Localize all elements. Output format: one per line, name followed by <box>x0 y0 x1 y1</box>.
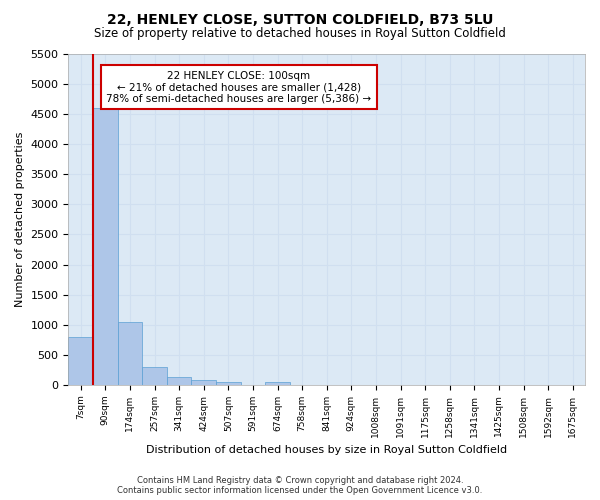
Text: 22 HENLEY CLOSE: 100sqm
← 21% of detached houses are smaller (1,428)
78% of semi: 22 HENLEY CLOSE: 100sqm ← 21% of detache… <box>106 70 371 104</box>
Text: Size of property relative to detached houses in Royal Sutton Coldfield: Size of property relative to detached ho… <box>94 28 506 40</box>
Text: Contains HM Land Registry data © Crown copyright and database right 2024.
Contai: Contains HM Land Registry data © Crown c… <box>118 476 482 495</box>
Bar <box>118 322 142 385</box>
Bar <box>93 108 118 385</box>
Bar <box>191 380 216 385</box>
Text: 22, HENLEY CLOSE, SUTTON COLDFIELD, B73 5LU: 22, HENLEY CLOSE, SUTTON COLDFIELD, B73 … <box>107 12 493 26</box>
X-axis label: Distribution of detached houses by size in Royal Sutton Coldfield: Distribution of detached houses by size … <box>146 445 507 455</box>
Bar <box>216 382 241 385</box>
Bar <box>265 382 290 385</box>
Y-axis label: Number of detached properties: Number of detached properties <box>15 132 25 307</box>
Bar <box>68 336 93 385</box>
Bar <box>167 377 191 385</box>
Bar <box>142 368 167 385</box>
